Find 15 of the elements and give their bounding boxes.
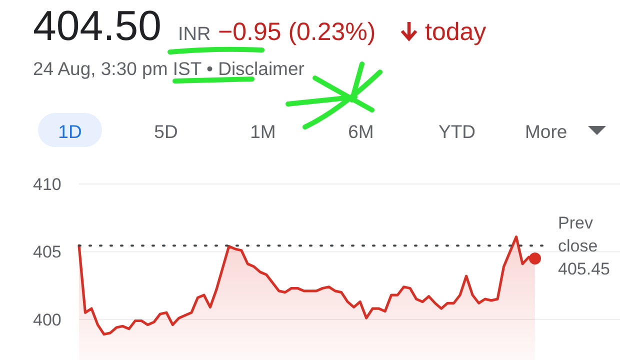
text: 1D — [58, 121, 82, 142]
text: −0.95 (0.23%) — [218, 18, 376, 46]
text: 1M — [250, 121, 276, 142]
text: 5D — [154, 121, 178, 142]
text: INR — [178, 24, 211, 45]
text: 6M — [348, 121, 374, 142]
y-tick-label: 405 — [33, 242, 62, 262]
y-tick-label: 400 — [33, 310, 62, 330]
ref-line-label: Prev close 405.45 — [558, 214, 610, 279]
text: More — [525, 121, 568, 142]
y-tick-label: 410 — [33, 175, 62, 194]
text: YTD — [438, 121, 476, 142]
text: 24 Aug, 3:30 pm IST • Disclaimer — [33, 58, 304, 79]
chart-title: 404.50 — [33, 2, 162, 49]
text: today — [425, 18, 487, 46]
